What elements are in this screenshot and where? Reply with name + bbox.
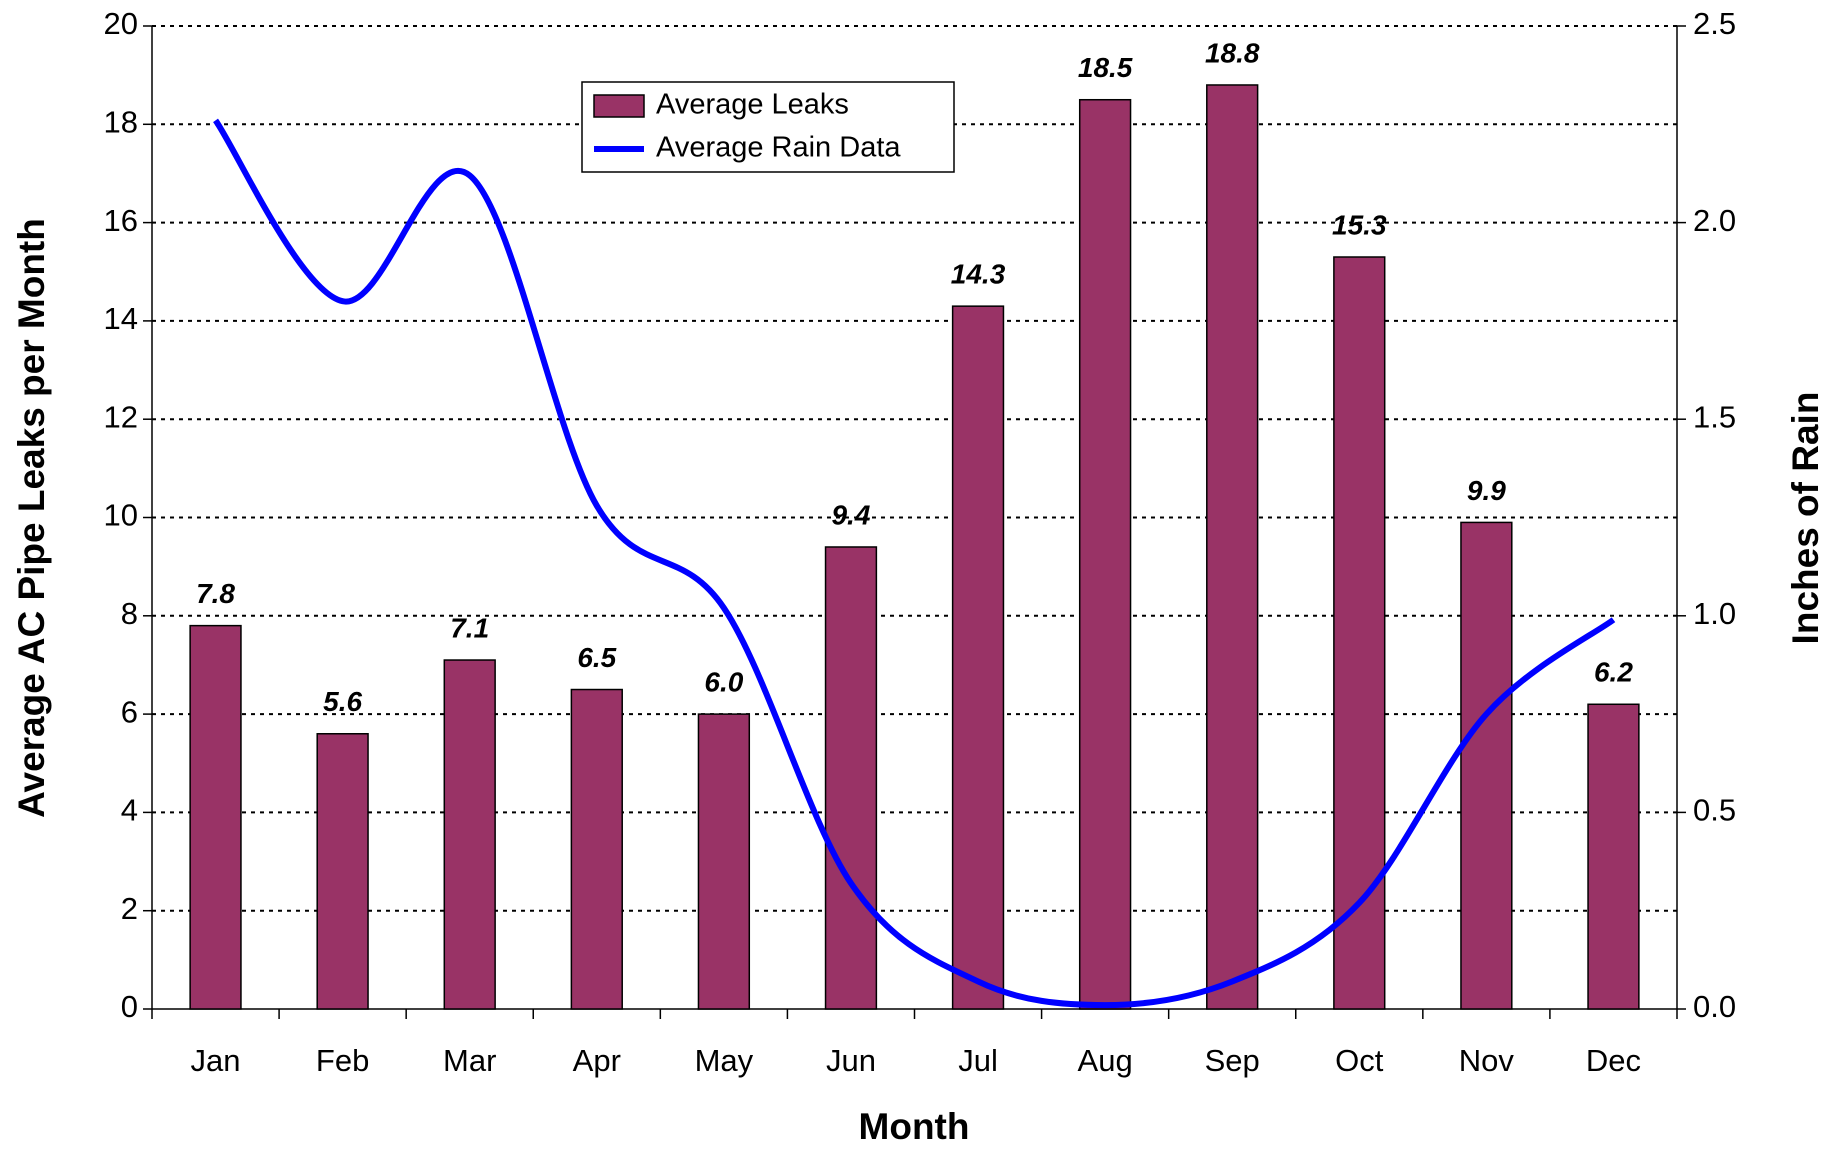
x-tick-label: Sep [1205,1043,1260,1078]
y-tick-label: 0 [121,989,138,1024]
bar [1333,256,1386,1010]
bar [1078,98,1132,1010]
y-tick-label: 12 [104,399,138,434]
x-tick-label: Oct [1335,1043,1384,1078]
x-tick-label: Jan [191,1043,241,1078]
data-label: 7.8 [196,578,235,609]
y-tick-label: 6 [121,694,138,729]
bar [1206,84,1259,1010]
x-tick-label: May [695,1043,754,1078]
y-tick-label: 18 [104,104,138,139]
legend-label: Average Rain Data [656,132,901,164]
legend-swatch [593,94,645,118]
x-tick-label: Apr [573,1043,621,1078]
bar [951,305,1005,1010]
data-label: 6.2 [1594,657,1633,688]
x-tick-label: Feb [316,1043,369,1078]
y-tick-label: 4 [121,793,138,828]
data-label: 6.5 [577,642,616,673]
data-label: 6.0 [704,666,743,697]
y-tick-label: 20 [104,6,138,41]
bar [443,659,496,1010]
legend-label: Average Leaks [656,89,849,121]
bar [570,688,623,1010]
x-tick-label: Mar [443,1043,496,1078]
bar [1460,521,1513,1010]
y2-tick-label: 2.5 [1693,6,1736,41]
y-axis-title: Average AC Pipe Leaks per Month [11,218,52,818]
bar [1587,703,1640,1010]
y2-tick-label: 0.0 [1693,989,1736,1024]
x-tick-label: Dec [1586,1043,1641,1078]
data-label: 5.6 [323,686,362,717]
line-series [213,118,1616,1009]
bar [189,624,242,1010]
x-tick-label: Jul [958,1043,998,1078]
y2-tick-label: 2.0 [1693,203,1736,238]
data-label: 18.5 [1078,52,1133,83]
y-tick-label: 8 [121,596,138,631]
y2-tick-label: 0.5 [1693,793,1736,828]
data-label: 9.4 [831,499,870,530]
x-axis-title: Month [859,1106,970,1147]
data-label: 7.1 [450,612,489,643]
y2-axis-title: Inches of Rain [1785,392,1826,645]
data-label: 9.9 [1467,475,1506,506]
data-label: 14.3 [951,259,1006,290]
y-tick-label: 16 [104,203,138,238]
y2-tick-label: 1.5 [1693,399,1736,434]
y-tick-label: 14 [104,301,138,336]
bar [824,546,878,1010]
bar [316,733,369,1010]
x-tick-label: Jun [826,1043,876,1078]
x-tick-label: Aug [1078,1043,1133,1078]
y-tick-label: 2 [121,891,138,926]
data-label: 15.3 [1332,209,1387,240]
x-tick-label: Nov [1459,1043,1515,1078]
data-label: 18.8 [1205,37,1260,68]
bar [697,713,751,1010]
y2-tick-label: 1.0 [1693,596,1736,631]
y-tick-label: 10 [104,498,138,533]
